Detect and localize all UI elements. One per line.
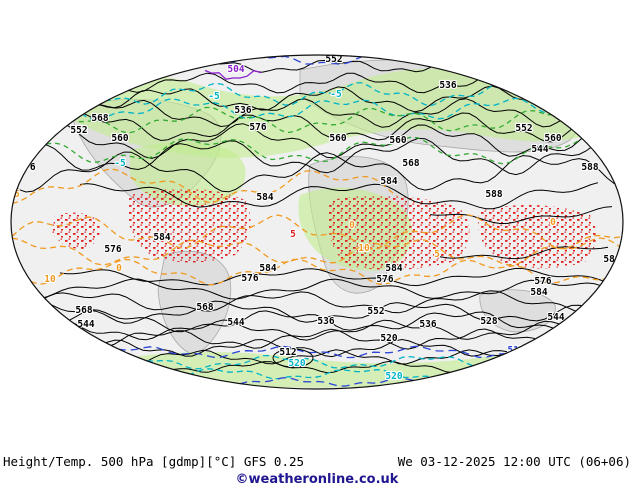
contour-label: 584 — [530, 287, 547, 298]
contour-label: 520 — [288, 358, 305, 369]
contour-label: 512 — [279, 347, 296, 358]
contour-line-588 — [429, 206, 613, 224]
contour-label: 0 — [349, 220, 355, 231]
speckle-region-small — [52, 212, 101, 250]
contour-label: 504 — [227, 64, 244, 75]
closed-low-contour — [272, 348, 314, 368]
contour-label: 584 — [385, 263, 402, 274]
contour-label: 588 — [581, 162, 598, 173]
contour-label: 10 — [358, 243, 370, 254]
contour-label: 5 — [290, 229, 296, 240]
map-datetime: We 03-12-2025 12:00 UTC (06+06) — [397, 454, 631, 469]
green-region-namerica — [130, 142, 246, 206]
contour-label: 568 — [75, 305, 92, 316]
map-title: Height/Temp. 500 hPa [gdmp][°C] GFS 0.25 — [3, 454, 305, 469]
contour-line-568 — [11, 136, 622, 176]
speckle-region-west — [127, 188, 251, 263]
contour-line-584 — [79, 182, 599, 210]
contour-line — [79, 345, 571, 359]
contour-line-576 — [19, 278, 616, 300]
contour-line-588 — [439, 246, 609, 260]
copyright-text: ©weatheronline.co.uk — [235, 472, 399, 487]
contour-label: 576 — [534, 276, 551, 287]
contour-line-10 — [11, 258, 622, 286]
contour-label: 520 — [385, 371, 402, 382]
contour-label: 560 — [389, 135, 406, 146]
contour-line-536 — [29, 328, 605, 350]
contour-line-584 — [59, 267, 607, 287]
contour-line--5 — [11, 168, 398, 205]
red-speckle-regions — [52, 188, 597, 270]
contour-label: 576 — [104, 244, 121, 255]
contour-label: -5 — [330, 89, 342, 100]
contour-label: 588 — [485, 189, 502, 200]
contour-line-0 — [11, 214, 622, 250]
contour-line — [29, 106, 598, 134]
contour-line-568 — [13, 290, 617, 315]
footer: Height/Temp. 500 hPa [gdmp][°C] GFS 0.25… — [0, 454, 634, 487]
contour-label: 520 — [380, 333, 397, 344]
contour-label: 560 — [329, 133, 346, 144]
land-australia — [479, 289, 556, 333]
contour-label: 576 — [241, 273, 258, 284]
contour-label: 0 — [116, 263, 122, 274]
contour-label: 536 — [419, 319, 436, 330]
contour-line-536 — [29, 85, 598, 113]
contour-line-560 — [11, 123, 622, 159]
contour-label: 568 — [91, 113, 108, 124]
contour-line-552 — [13, 309, 617, 333]
contour-label: 576 — [376, 274, 393, 285]
contour-label: 552 — [367, 306, 384, 317]
contour-line-560 — [11, 300, 622, 324]
contour-label: 536 — [317, 316, 334, 327]
contour-label: 584 — [380, 176, 397, 187]
contour-label: -5 — [114, 158, 126, 169]
contour-label: 0 — [550, 217, 556, 228]
contour-label: 560 — [544, 133, 561, 144]
contour-label: 544 — [227, 317, 244, 328]
speckle-region-east — [478, 205, 597, 269]
speckle-region-central — [328, 195, 470, 270]
contour-line — [19, 135, 609, 165]
contour-line-5 — [11, 237, 622, 266]
map-outline — [10, 54, 624, 390]
contour-label: 584 — [259, 263, 276, 274]
contour-label: 536 — [234, 105, 251, 116]
contour-label: 5 — [434, 249, 440, 260]
contour-label: 584 — [153, 232, 170, 243]
contour-label: 536 — [439, 80, 456, 91]
contour-label: 568 — [402, 158, 419, 169]
contour-line-544 — [17, 98, 614, 128]
contour-line-544 — [19, 319, 616, 341]
contour-label: 588 — [603, 254, 620, 265]
contour-label: 512 — [453, 374, 470, 385]
contour-label: 552 — [325, 54, 342, 65]
contour-label: 552 — [515, 123, 532, 134]
contour-line-576 — [11, 151, 622, 193]
contour-line-520 — [69, 349, 575, 365]
contour-label: 560 — [111, 133, 128, 144]
contour-label: -5 — [208, 91, 220, 102]
closed-low-contour — [445, 370, 479, 386]
contour-label: 568 — [196, 302, 213, 313]
contour-label: 544 — [547, 312, 564, 323]
contour-label: 528 — [480, 316, 497, 327]
contour-label: 544 — [21, 140, 38, 151]
contour-label: 576 — [249, 122, 266, 133]
contour-label: 10 — [44, 274, 56, 285]
contour-label: 584 — [256, 192, 273, 203]
contour-line--5 — [24, 97, 607, 121]
contour-line-552 — [13, 111, 617, 143]
contour-label: 544 — [531, 144, 548, 155]
footer-caption-line: Height/Temp. 500 hPa [gdmp][°C] GFS 0.25… — [0, 454, 634, 469]
contour-line-504 — [204, 69, 262, 80]
contour-label: 552 — [70, 125, 87, 136]
